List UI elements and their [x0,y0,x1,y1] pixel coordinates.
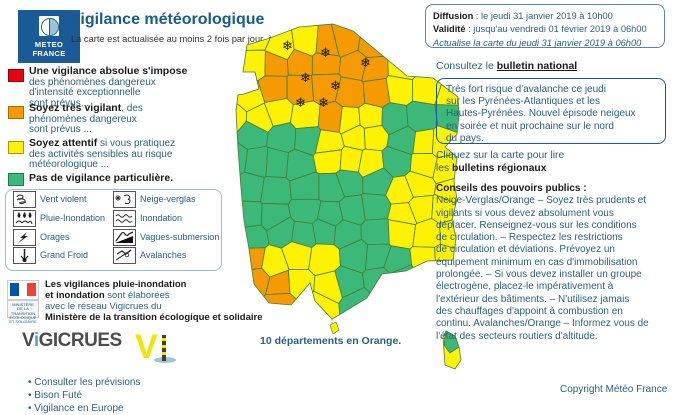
svg-text:V: V [135,328,158,365]
